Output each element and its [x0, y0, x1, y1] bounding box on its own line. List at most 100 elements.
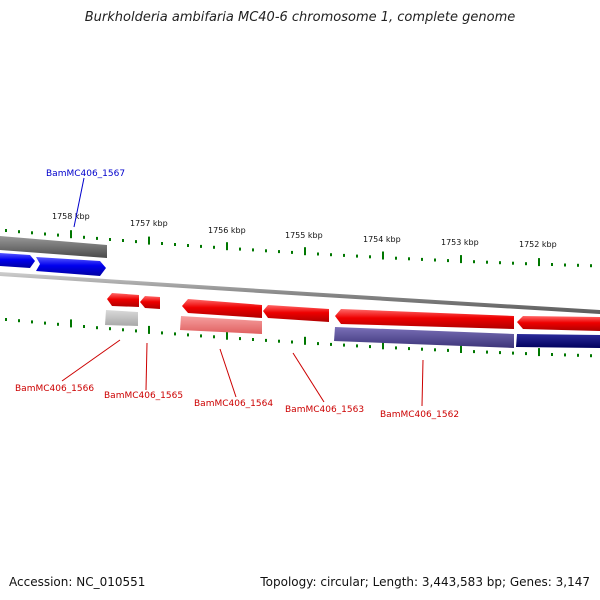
minor-tick [356, 344, 358, 348]
minor-tick [213, 335, 215, 339]
minor-tick [109, 238, 111, 241]
minor-tick [265, 249, 267, 253]
minor-tick [434, 348, 436, 352]
minor-tick [525, 262, 527, 266]
minor-tick [343, 253, 345, 257]
major-tick [226, 242, 228, 251]
minor-tick [57, 322, 59, 326]
minor-tick [109, 327, 111, 331]
minor-tick [395, 256, 397, 260]
scale-label: 1755 kbp [285, 231, 323, 240]
minor-tick [5, 229, 7, 232]
gene-label-BamMC406_1565[interactable]: BamMC406_1565 [104, 391, 183, 401]
accession-text: Accession: NC_010551 [9, 575, 146, 589]
minor-tick [31, 320, 33, 324]
minor-tick [44, 232, 46, 236]
major-tick [382, 341, 384, 350]
gene-BamMC406_1566-shadow[interactable] [105, 310, 138, 326]
minor-tick [278, 250, 280, 254]
gene-gray-track[interactable] [0, 236, 107, 258]
minor-tick [447, 348, 449, 352]
gene-BamMC406_1567-part[interactable] [0, 253, 35, 268]
minor-tick [161, 331, 163, 335]
gene-next-navy-track[interactable] [516, 334, 600, 348]
minor-tick [18, 230, 20, 234]
minor-tick [83, 235, 85, 239]
minor-tick [369, 255, 371, 259]
minor-tick [408, 257, 410, 261]
leader-line-1562 [421, 359, 424, 407]
minor-tick [278, 339, 280, 343]
minor-tick [239, 247, 241, 251]
minor-tick [408, 347, 410, 351]
minor-tick [5, 318, 7, 321]
minor-tick [564, 353, 566, 357]
minor-tick [447, 259, 449, 263]
minor-tick [291, 340, 293, 344]
minor-tick [213, 245, 215, 249]
minor-tick [551, 353, 553, 356]
minor-tick [200, 244, 202, 248]
major-tick [148, 325, 150, 334]
gene-BamMC406_1567[interactable] [36, 257, 106, 276]
major-tick [226, 331, 228, 340]
gene-label-BamMC406_1566[interactable]: BamMC406_1566 [15, 384, 94, 394]
gene-label-BamMC406_1562[interactable]: BamMC406_1562 [380, 410, 459, 420]
gene-BamMC406_1564[interactable] [182, 299, 262, 318]
scale-label: 1758 kbp [52, 212, 90, 221]
gene-label-BamMC406_1563[interactable]: BamMC406_1563 [285, 405, 364, 415]
scale-label: 1753 kbp [441, 238, 479, 247]
gene-next-reverse[interactable] [517, 316, 600, 331]
minor-tick [473, 350, 475, 354]
gene-BamMC406_1566[interactable] [107, 293, 139, 307]
minor-tick [525, 352, 527, 356]
gene-label-BamMC406_1564[interactable]: BamMC406_1564 [194, 399, 273, 409]
minor-tick [551, 263, 553, 266]
minor-tick [421, 257, 423, 261]
minor-tick [499, 261, 501, 265]
minor-tick [356, 254, 358, 258]
minor-tick [317, 252, 319, 256]
minor-tick [499, 351, 501, 355]
minor-tick [252, 248, 254, 252]
minor-tick [187, 244, 189, 247]
minor-tick [512, 261, 514, 265]
minor-tick [577, 353, 579, 357]
gene-BamMC406_1564-shadow[interactable] [180, 316, 262, 334]
minor-tick [122, 328, 124, 332]
leader-line-1566 [61, 339, 121, 382]
minor-tick [57, 233, 59, 237]
scale-label: 1754 kbp [363, 235, 401, 244]
gene-BamMC406_1562[interactable] [335, 309, 514, 329]
major-tick [460, 345, 462, 353]
scale-label: 1757 kbp [130, 219, 168, 228]
major-tick [148, 236, 150, 245]
minor-tick [317, 342, 319, 346]
minor-tick [96, 236, 98, 240]
minor-tick [343, 343, 345, 347]
outer-tick-row [5, 229, 592, 268]
minor-tick [161, 242, 163, 245]
minor-tick [174, 243, 176, 246]
leader-line-1563 [292, 352, 325, 403]
gene-BamMC406_1563[interactable] [263, 305, 329, 322]
gene-purple-track[interactable] [334, 327, 514, 348]
minor-tick [252, 338, 254, 341]
major-tick [538, 258, 540, 267]
minor-tick [122, 239, 124, 242]
major-tick [70, 230, 72, 239]
minor-tick [512, 351, 514, 355]
major-tick [538, 348, 540, 357]
gene-BamMC406_1565[interactable] [140, 296, 160, 309]
leader-line-1565 [145, 342, 148, 391]
minor-tick [421, 347, 423, 351]
minor-tick [486, 260, 488, 264]
leader-line-1564 [219, 348, 237, 398]
inner-tick-row [5, 318, 592, 358]
minor-tick [239, 337, 241, 341]
minor-tick [434, 258, 436, 262]
gene-label-BamMC406_1567[interactable]: BamMC406_1567 [46, 169, 125, 179]
minor-tick [330, 342, 332, 346]
minor-tick [369, 345, 371, 349]
